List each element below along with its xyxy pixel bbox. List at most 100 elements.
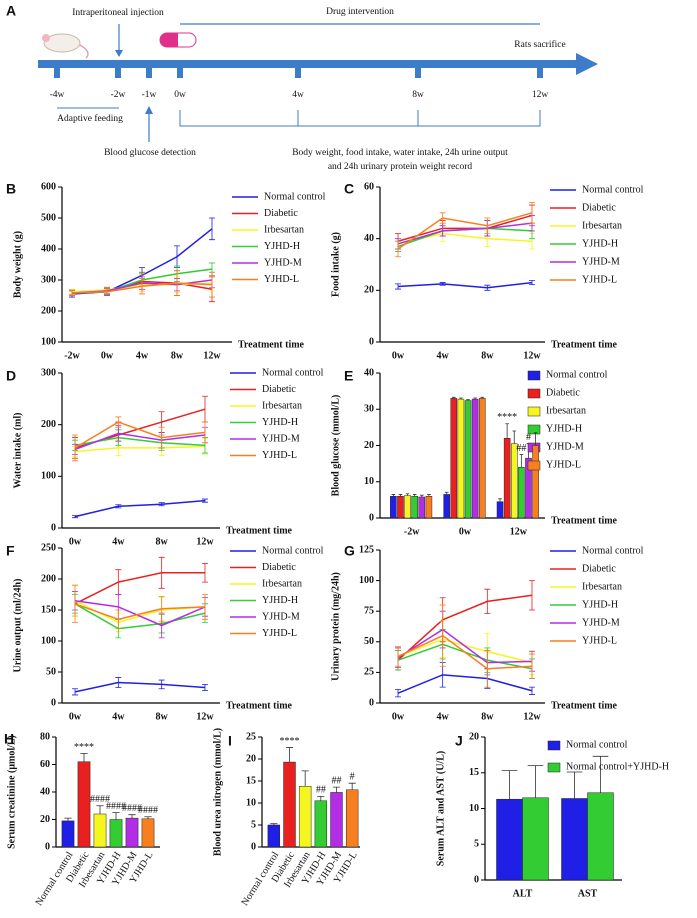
panel-label: A xyxy=(6,3,16,19)
bar xyxy=(93,813,107,848)
y-tick-label: 75 xyxy=(364,605,374,616)
legend-label: Normal control xyxy=(262,367,324,378)
y-tick-label: 20 xyxy=(364,440,374,451)
timeline: A Intraperitoneal injection Drug interve… xyxy=(6,3,598,172)
error-bar xyxy=(405,493,410,496)
legend-label: YJHD-L xyxy=(262,450,297,461)
y-tick-label: 10 xyxy=(246,797,256,808)
y-axis-label: Body weight (g) xyxy=(12,231,23,298)
chart-panel: J 0 5 10 15 20 Serum ALT and AST (U/L) ALT AST No… xyxy=(435,731,669,899)
bar xyxy=(390,496,397,519)
timeline-tick-label: 8w xyxy=(412,90,424,100)
y-tick-label: 125 xyxy=(359,544,374,555)
sacrifice-label: Rats sacrifice xyxy=(514,39,565,50)
x-axis-label: Treatment time xyxy=(551,339,618,350)
x-tick-label: 0w xyxy=(392,711,405,722)
y-tick-label: 5 xyxy=(474,839,479,850)
significance-label: ## xyxy=(332,775,342,786)
significance-label: ## xyxy=(316,785,326,796)
error-bar xyxy=(527,765,544,798)
legend-label: YJHD-H xyxy=(264,241,300,252)
legend-label: Irbesartan xyxy=(262,578,302,589)
error-bar xyxy=(419,494,424,497)
record-label: and 24h urinary protein weight record xyxy=(328,162,473,172)
x-tick-label: 12w xyxy=(523,350,541,361)
chart-panel: C 0 20 40 60 Food intake (g) Treatment time 0w 4… xyxy=(330,181,643,362)
y-tick-label: 300 xyxy=(41,274,56,285)
panel-label: E xyxy=(344,368,353,384)
y-axis-label: Blood glucose (mmol/L) xyxy=(330,395,341,497)
error-bar xyxy=(144,816,152,819)
pill-icon xyxy=(159,32,197,48)
timeline-tick xyxy=(54,68,60,78)
x-tick-label: -2w xyxy=(64,350,80,361)
x-tick-label: 12w xyxy=(510,526,528,537)
data-line xyxy=(397,634,533,670)
x-axis-label: Treatment time xyxy=(238,339,305,350)
significance-label: **** xyxy=(497,412,517,423)
significance-label: #### xyxy=(106,801,126,812)
significance-label: **** xyxy=(74,742,94,753)
x-tick-label: 8w xyxy=(171,350,184,361)
bar xyxy=(496,501,504,519)
bar xyxy=(471,398,479,519)
legend-label: Irbesartan xyxy=(546,405,586,416)
y-tick-label: 0 xyxy=(251,841,256,852)
error-bar xyxy=(348,782,356,790)
error-bar xyxy=(592,755,609,793)
error-bar xyxy=(427,494,431,497)
x-tick-label: 12w xyxy=(523,711,541,722)
y-tick-label: 300 xyxy=(41,367,56,378)
y-tick-label: 0 xyxy=(45,841,50,852)
data-line xyxy=(74,603,206,621)
legend-label: YJHD-L xyxy=(546,459,581,470)
y-tick-label: 0 xyxy=(369,336,374,347)
x-tick-label: 12w xyxy=(196,536,214,547)
error-bar xyxy=(128,814,136,819)
bar xyxy=(109,819,123,848)
x-axis-label: Treatment time xyxy=(226,700,293,711)
panel-label: J xyxy=(455,733,463,749)
chart-panel: D 0 100 200 300 Water intake (ml) Treatment ti… xyxy=(6,367,324,547)
x-tick-label: 4w xyxy=(112,711,125,722)
y-tick-label: 500 xyxy=(41,212,56,223)
significance-label: ## xyxy=(516,443,526,454)
y-axis-label: Urinary protein (mg/24h) xyxy=(330,572,341,681)
bar xyxy=(141,818,155,848)
timeline-tick-label: 0w xyxy=(174,90,186,100)
y-axis-label: Blood urea nitrogen (mmol/L) xyxy=(212,728,223,856)
x-tick-label: AST xyxy=(578,888,598,899)
x-axis-label: Treatment time xyxy=(551,515,618,526)
glucose-label: Blood glucose detection xyxy=(104,148,196,158)
data-line xyxy=(397,628,533,664)
legend-label: Diabetic xyxy=(582,563,616,574)
bar xyxy=(61,820,75,848)
y-tick-label: 100 xyxy=(41,635,56,646)
y-tick-label: 25 xyxy=(246,731,256,742)
error-bar xyxy=(466,399,470,401)
timeline-tick-label: -4w xyxy=(50,90,65,100)
data-line xyxy=(74,603,206,630)
timeline-tick xyxy=(146,68,152,78)
y-tick-label: 40 xyxy=(364,233,374,244)
y-tick-label: 20 xyxy=(364,285,374,296)
error-bar xyxy=(501,770,518,800)
data-line xyxy=(74,681,206,693)
x-tick-label: 4w xyxy=(437,711,450,722)
bar xyxy=(532,445,539,519)
significance-label: #### xyxy=(122,803,142,814)
bar xyxy=(522,797,549,881)
y-tick-label: 10 xyxy=(469,803,479,814)
panel-label: B xyxy=(6,181,16,197)
timeline-tick-label: -2w xyxy=(111,90,126,100)
y-tick-label: 60 xyxy=(364,181,374,192)
y-tick-label: 15 xyxy=(469,767,479,778)
timeline-tick xyxy=(177,68,183,78)
data-line xyxy=(74,436,206,447)
legend-label: Irbesartan xyxy=(262,400,302,411)
legend-swatch xyxy=(527,460,541,471)
y-tick-label: 15 xyxy=(246,775,256,786)
bar xyxy=(510,443,518,519)
panel-label: G xyxy=(344,543,355,559)
